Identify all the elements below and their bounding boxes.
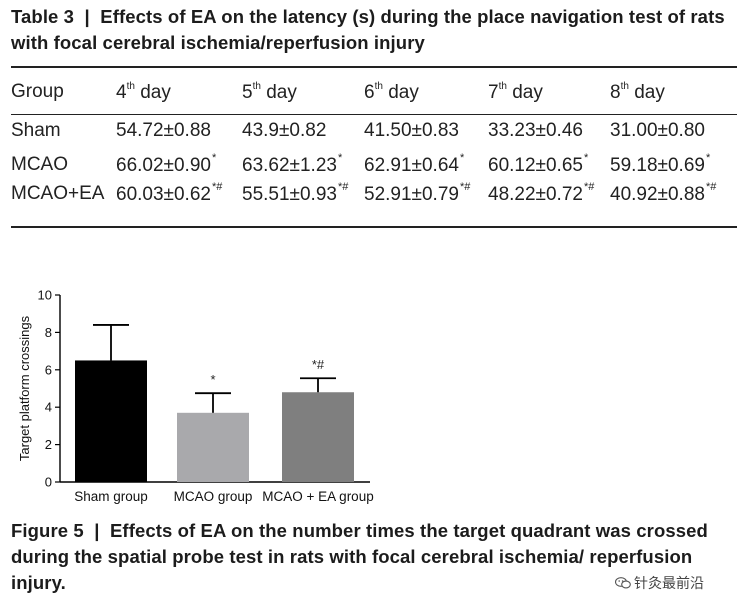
significance-mark: * <box>337 152 343 164</box>
latency-table: Group 4th day 5th day 6th day 7th day 8th day… <box>11 72 737 208</box>
x-category-label: Sham group <box>74 489 148 504</box>
ordinal-suffix: th <box>126 80 135 92</box>
col-header-day-4: 7th day <box>488 80 543 103</box>
target-platform-chart: 0 2 4 6 8 10 Target platform crossings Sham gr… <box>17 288 374 505</box>
significance-mark: * <box>459 152 465 164</box>
latency-cell: 31.00±0.80 <box>610 120 705 141</box>
table-caption: Table 3 | Effects of EA on the latency (… <box>11 6 725 53</box>
significance-mark: *# <box>705 181 717 193</box>
y-tick-label: 10 <box>38 288 52 303</box>
latency-cell: 48.22±0.72*# <box>488 181 595 205</box>
latency-cell: 60.12±0.65* <box>488 152 589 176</box>
significance-annotation: * <box>210 372 215 387</box>
row-group-name: MCAO <box>11 153 68 175</box>
table-row: MCAO 66.02±0.90* 63.62±1.23* 62.91±0.64* 60.… <box>11 150 737 179</box>
table-top-rule <box>11 66 737 68</box>
row-group-name: Sham <box>11 120 61 141</box>
bar <box>177 412 249 482</box>
significance-mark: *# <box>211 181 223 193</box>
latency-cell: 55.51±0.93*# <box>242 181 349 205</box>
ordinal-suffix: th <box>498 80 507 92</box>
x-category-label: MCAO group <box>174 489 253 504</box>
significance-mark: * <box>583 152 589 164</box>
table-row: MCAO+EA 60.03±0.62*# 55.51±0.93*# 52.91±0.7… <box>11 179 737 208</box>
y-tick-label: 0 <box>45 475 52 490</box>
col-header-day-3: 6th day <box>364 80 419 103</box>
table-row: Sham 54.72±0.88 43.9±0.82 41.50±0.83 33.23±0… <box>11 112 737 150</box>
chart-bars <box>75 324 354 482</box>
chart-labels: Sham group * MCAO group *# MCAO + EA group <box>74 357 373 504</box>
y-tick-label: 2 <box>45 437 52 452</box>
significance-mark: *# <box>459 181 471 193</box>
watermark: 针灸最前沿 <box>615 573 704 593</box>
ordinal-suffix: th <box>374 80 383 92</box>
significance-annotation: *# <box>312 357 325 372</box>
latency-cell: 66.02±0.90* <box>116 152 217 176</box>
latency-cell: 54.72±0.88 <box>116 120 211 141</box>
col-header-day-5: 8th day <box>610 80 665 103</box>
latency-cell: 33.23±0.46 <box>488 120 583 141</box>
bar <box>282 392 354 482</box>
latency-cell: 60.03±0.62*# <box>116 181 223 205</box>
figure-caption: Figure 5 | Effects of EA on the number t… <box>11 520 708 593</box>
col-header-group: Group <box>11 81 64 102</box>
watermark-text: 针灸最前沿 <box>634 575 704 591</box>
col-header-day-2: 5th day <box>242 80 297 103</box>
y-tick-label: 6 <box>45 362 52 377</box>
ordinal-suffix: th <box>620 80 629 92</box>
significance-mark: *# <box>337 181 349 193</box>
significance-mark: * <box>705 152 711 164</box>
latency-cell: 52.91±0.79*# <box>364 181 471 205</box>
significance-mark: * <box>211 152 217 164</box>
significance-mark: *# <box>583 181 595 193</box>
latency-cell: 40.92±0.88*# <box>610 181 717 205</box>
ordinal-suffix: th <box>252 80 261 92</box>
latency-cell: 62.91±0.64* <box>364 152 465 176</box>
table-header-row: Group 4th day 5th day 6th day 7th day 8th day <box>11 72 737 112</box>
latency-cell: 59.18±0.69* <box>610 152 711 176</box>
table-body: Sham 54.72±0.88 43.9±0.82 41.50±0.83 33.23±0… <box>11 112 737 208</box>
latency-cell: 63.62±1.23* <box>242 152 343 176</box>
row-group-name: MCAO+EA <box>11 182 105 204</box>
x-category-label: MCAO + EA group <box>262 489 373 504</box>
table-bottom-rule <box>11 226 737 228</box>
y-axis-title: Target platform crossings <box>17 315 32 461</box>
table-header-rule <box>11 114 737 115</box>
wechat-icon <box>615 577 631 589</box>
bar <box>75 360 147 482</box>
y-tick-label: 4 <box>45 400 52 415</box>
y-tick-label: 8 <box>45 325 52 340</box>
latency-cell: 41.50±0.83 <box>364 120 459 141</box>
latency-cell: 43.9±0.82 <box>242 120 327 141</box>
col-header-day-1: 4th day <box>116 80 171 103</box>
